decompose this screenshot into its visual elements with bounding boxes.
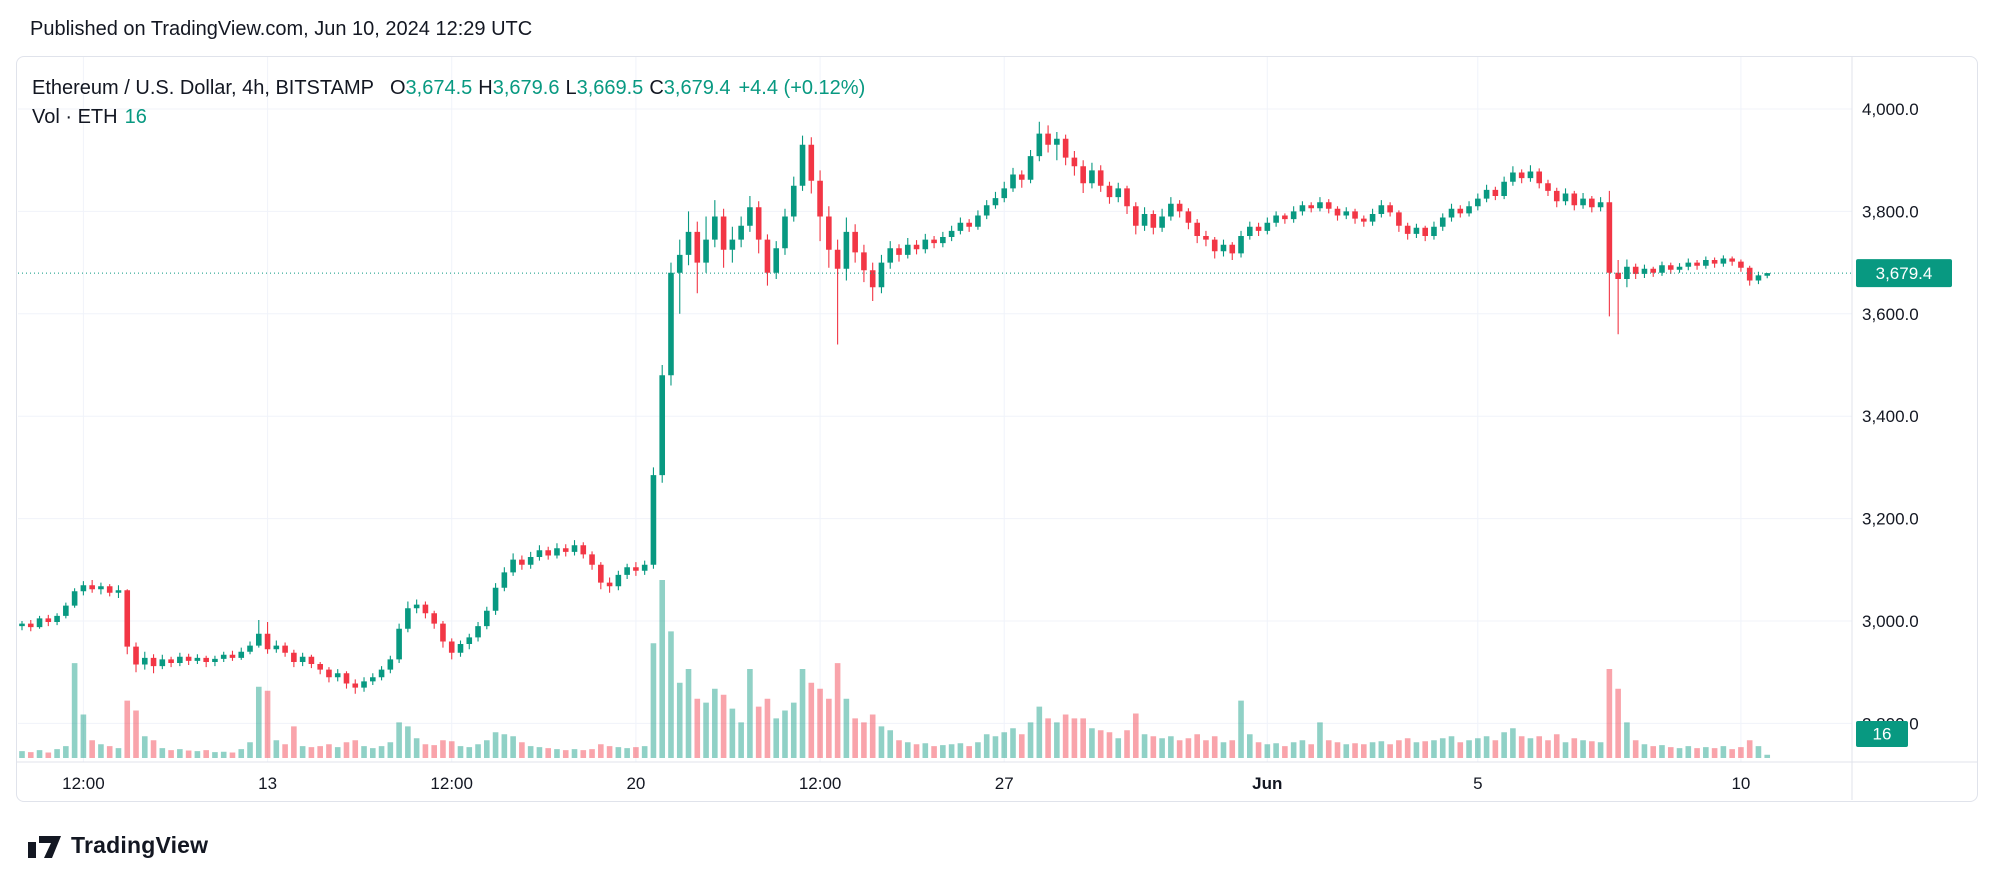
low-letter: L	[565, 77, 577, 99]
candle-wicks-up	[21, 121, 1768, 692]
svg-text:12:00: 12:00	[430, 774, 473, 793]
high-letter: H	[478, 77, 493, 99]
gridlines	[18, 57, 1852, 762]
svg-text:12:00: 12:00	[799, 774, 842, 793]
close-value: 3,679.4	[663, 77, 731, 99]
svg-text:10: 10	[1731, 774, 1750, 793]
legend-symbol-row: Ethereum / U.S. Dollar, 4h, BITSTAMP O3,6…	[32, 74, 865, 103]
svg-text:3,000.0: 3,000.0	[1862, 612, 1919, 631]
svg-text:12:00: 12:00	[62, 774, 105, 793]
chart-panel-border	[16, 56, 1978, 802]
candle-bodies-down	[27, 133, 1753, 688]
tradingview-logo-link[interactable]: TradingView	[28, 832, 208, 859]
svg-text:20: 20	[626, 774, 645, 793]
close-letter: C	[649, 77, 664, 99]
volume-bars-up	[19, 580, 1771, 758]
svg-text:13: 13	[258, 774, 277, 793]
high-value: 3,679.6	[492, 77, 560, 99]
svg-text:3,200.0: 3,200.0	[1862, 510, 1919, 529]
svg-text:27: 27	[995, 774, 1014, 793]
volume-value: 16	[124, 106, 147, 128]
time-axis[interactable]: 12:00 13 12:00 20 12:00 27 Jun 5 10	[62, 774, 1750, 793]
chart-legend: Ethereum / U.S. Dollar, 4h, BITSTAMP O3,6…	[32, 74, 865, 132]
svg-text:3,800.0: 3,800.0	[1862, 202, 1919, 221]
svg-text:3,600.0: 3,600.0	[1862, 305, 1919, 324]
open-value: 3,674.5	[405, 77, 473, 99]
volume-label: Vol · ETH	[32, 106, 118, 128]
price-axis[interactable]: 4,000.0 3,800.0 3,600.0 3,400.0 3,200.0 3,000…	[1862, 100, 1919, 733]
svg-text:5: 5	[1473, 774, 1482, 793]
svg-text:4,000.0: 4,000.0	[1862, 100, 1919, 119]
svg-text:16: 16	[1873, 725, 1892, 744]
candle-wicks-down	[30, 125, 1751, 694]
last-price-badge: 3,679.4	[1856, 259, 1952, 288]
published-line: Published on TradingView.com, Jun 10, 20…	[30, 18, 533, 40]
tradingview-logo-icon	[28, 835, 61, 858]
symbol-title: Ethereum / U.S. Dollar, 4h, BITSTAMP	[32, 77, 374, 99]
open-letter: O	[389, 77, 406, 99]
svg-text:Jun: Jun	[1252, 774, 1282, 793]
tradingview-brand-text: TradingView	[71, 832, 209, 858]
low-value: 3,669.5	[576, 77, 644, 99]
volume-badge: 16	[1856, 721, 1908, 747]
legend-volume-row: Vol · ETH 16	[32, 103, 865, 132]
svg-text:3,400.0: 3,400.0	[1862, 407, 1919, 426]
candle-bodies-up	[19, 133, 1771, 688]
svg-text:3,679.4: 3,679.4	[1876, 264, 1933, 283]
change-value: +4.4 (+0.12%)	[738, 77, 866, 99]
